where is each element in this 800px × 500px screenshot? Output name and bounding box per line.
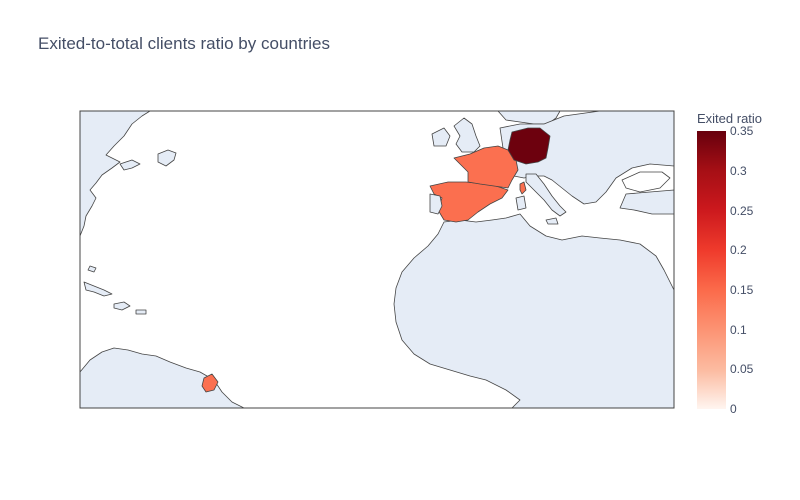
colorbar-tick-005: 0.05 [730, 362, 754, 376]
land-turkey[interactable] [619, 189, 674, 215]
land-italy[interactable] [525, 173, 567, 217]
country-france[interactable] [453, 145, 519, 189]
colorbar-tick-025: 0.25 [730, 204, 754, 218]
colorbar-tick-020: 0.2 [730, 243, 747, 257]
land-africa[interactable] [393, 213, 674, 408]
colorbar-tick-035: 0.35 [730, 124, 754, 138]
chart-title: Exited-to-total clients ratio by countri… [38, 34, 330, 53]
land-puerto-rico[interactable] [135, 309, 147, 315]
colorbar-title: Exited ratio [697, 111, 763, 126]
land-hispaniola[interactable] [113, 301, 131, 311]
land-ireland[interactable] [431, 127, 451, 147]
land-sicily[interactable] [545, 217, 559, 225]
land-sardinia[interactable] [515, 195, 527, 211]
land-bahamas[interactable] [87, 265, 97, 273]
land-portugal[interactable] [429, 193, 443, 215]
colorbar-tick-015: 0.15 [730, 283, 754, 297]
colorbar-tick-000: 0 [730, 402, 737, 416]
land-black-sea[interactable] [621, 171, 671, 193]
land-newfoundland[interactable] [157, 149, 177, 167]
colorbar-gradient [697, 131, 726, 409]
country-germany[interactable] [507, 127, 551, 165]
land-great-britain[interactable] [453, 117, 481, 153]
colorbar-tick-010: 0.1 [730, 323, 747, 337]
land-cuba[interactable] [83, 281, 113, 297]
land-corsica[interactable] [519, 181, 527, 195]
land-north-america[interactable] [80, 111, 151, 237]
land-nova-scotia[interactable] [119, 159, 141, 171]
colorbar-tick-030: 0.3 [730, 164, 747, 178]
land-south-america[interactable] [80, 347, 245, 408]
map-frame [79, 110, 675, 409]
land-french-guiana[interactable] [201, 373, 219, 393]
